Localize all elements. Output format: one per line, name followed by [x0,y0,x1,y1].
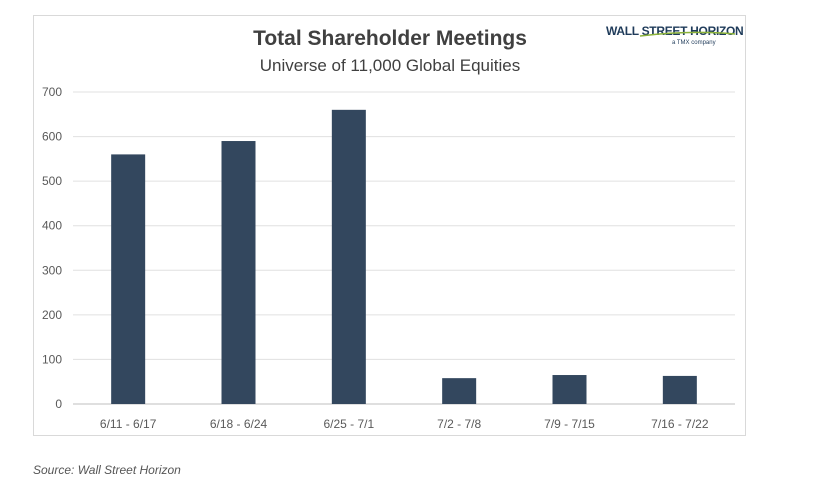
chart-frame [33,15,746,436]
bar [552,375,587,404]
y-tick-label: 700 [42,85,62,99]
x-tick-label: 6/11 - 6/17 [100,417,157,431]
chart-title: Total Shareholder Meetings [253,27,527,50]
y-tick-label: 400 [42,219,62,233]
y-tick-label: 500 [42,174,62,188]
bar [221,141,256,404]
y-tick-label: 100 [42,352,62,366]
x-tick-label: 7/16 - 7/22 [651,417,709,431]
wall-street-horizon-logo: WALL STREET HORIZON [606,24,744,38]
y-tick-label: 0 [55,397,62,411]
source-note: Source: Wall Street Horizon [33,463,181,477]
y-tick-label: 300 [42,263,62,277]
x-tick-label: 7/2 - 7/8 [437,417,481,431]
bar [111,154,146,404]
x-tick-label: 6/25 - 7/1 [323,417,374,431]
logo-tagline: a TMX company [672,40,716,46]
logo-swoosh-icon [639,31,736,37]
bar [442,378,477,404]
x-tick-label: 6/18 - 6/24 [210,417,268,431]
x-tick-label: 7/9 - 7/15 [544,417,595,431]
chart-subtitle: Universe of 11,000 Global Equities [259,56,521,75]
y-tick-label: 600 [42,130,62,144]
bar [331,109,366,404]
bar [662,375,697,404]
y-tick-label: 200 [42,308,62,322]
